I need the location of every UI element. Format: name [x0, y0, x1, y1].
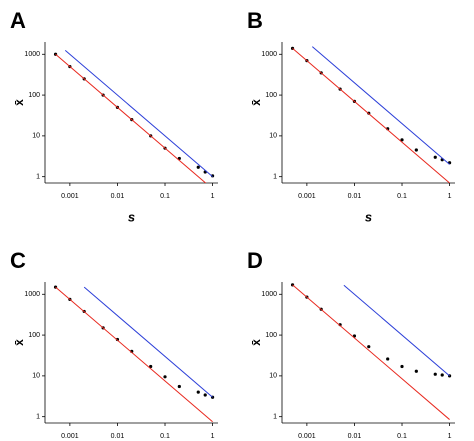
- plot-area: [290, 283, 452, 420]
- fit-line: [83, 286, 213, 398]
- x-tick-label: 0.01: [348, 433, 362, 440]
- plot-area: [53, 49, 215, 183]
- x-axis-label: s: [128, 209, 135, 224]
- x-axis-label: s: [365, 209, 372, 224]
- point: [400, 364, 404, 369]
- x-tick-label: 1: [448, 193, 452, 200]
- point: [414, 148, 418, 152]
- point: [433, 372, 437, 376]
- y-tick-label: 10: [269, 373, 277, 380]
- panel-title: C: [10, 248, 26, 273]
- point: [203, 393, 207, 397]
- panel-title: D: [247, 248, 263, 273]
- y-axis-label: x̄: [249, 99, 263, 106]
- x-tick-label: 1: [211, 433, 215, 440]
- panel-title: A: [10, 8, 26, 33]
- x-tick-label: 0.1: [160, 433, 170, 440]
- point: [386, 357, 390, 361]
- fit-line: [292, 284, 450, 420]
- x-tick-label: 0.1: [397, 433, 407, 440]
- y-tick-label: 1: [36, 414, 40, 421]
- x-tick-label: 0.001: [61, 433, 79, 440]
- x-tick-label: 0.1: [397, 193, 407, 200]
- point: [440, 373, 444, 377]
- y-axis-label: x̄: [12, 99, 26, 106]
- y-tick-label: 10: [32, 133, 40, 140]
- fit-line: [292, 47, 450, 183]
- point: [400, 138, 404, 142]
- y-tick-label: 1: [273, 414, 277, 421]
- point: [196, 165, 200, 169]
- y-tick-label: 1000: [24, 51, 40, 58]
- y-tick-label: 1000: [261, 51, 277, 58]
- x-tick-label: 0.001: [298, 193, 316, 200]
- fit-line: [64, 49, 213, 178]
- panel: B 1 10 100 1000 0.001 0.01 0.1 1 s x̄: [247, 8, 455, 224]
- x-tick-label: 0.01: [348, 193, 362, 200]
- point: [163, 375, 167, 379]
- fit-line: [55, 53, 207, 183]
- y-tick-label: 100: [28, 332, 40, 339]
- y-tick-label: 10: [269, 133, 277, 140]
- x-tick-label: 0.1: [160, 193, 170, 200]
- y-tick-label: 100: [265, 92, 277, 99]
- y-tick-label: 100: [28, 92, 40, 99]
- panel: C 1 10 100 1000 0.001 0.01 0.1 1 x̄: [10, 248, 218, 440]
- x-tick-label: 0.001: [298, 433, 316, 440]
- x-tick-label: 1: [211, 193, 215, 200]
- fit-line: [311, 46, 450, 165]
- point: [177, 384, 181, 389]
- panel-title: B: [247, 8, 263, 33]
- fit-line: [343, 284, 450, 377]
- x-tick-label: 0.001: [61, 193, 79, 200]
- panel: A 1 10 100 1000 0.001 0.01 0.1 1 s x̄: [10, 8, 218, 224]
- x-tick-label: 0.01: [111, 193, 125, 200]
- x-tick-label: 1: [448, 433, 452, 440]
- point: [367, 345, 371, 349]
- y-axis-label: x̄: [249, 339, 263, 346]
- x-tick-label: 0.01: [111, 433, 125, 440]
- plot-area: [53, 285, 215, 423]
- point: [196, 390, 200, 394]
- y-axis-label: x̄: [12, 339, 26, 346]
- y-tick-label: 1: [273, 174, 277, 181]
- y-tick-label: 1000: [24, 291, 40, 298]
- fit-line: [55, 286, 213, 423]
- y-tick-label: 1000: [261, 291, 277, 298]
- point: [414, 369, 418, 373]
- y-tick-label: 10: [32, 373, 40, 380]
- point: [433, 155, 437, 159]
- y-tick-label: 1: [36, 174, 40, 181]
- plot-area: [290, 46, 452, 183]
- point: [149, 364, 153, 369]
- panel: D 1 10 100 1000 0.001 0.01 0.1 1 x̄: [247, 248, 455, 440]
- y-tick-label: 100: [265, 332, 277, 339]
